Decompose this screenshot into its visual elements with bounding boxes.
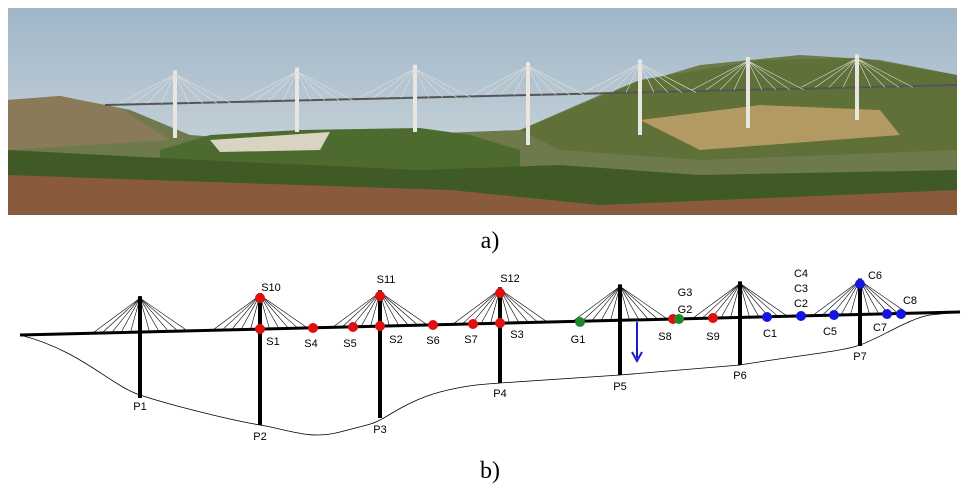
cable [721, 283, 740, 317]
deck [20, 312, 960, 335]
sensor-label: G2 [678, 304, 693, 316]
caption-b: b) [480, 458, 500, 484]
cable [213, 295, 261, 330]
sensor-dot [882, 309, 892, 319]
sensor-label: S12 [500, 273, 520, 285]
cable [112, 298, 141, 333]
sensor-label: S8 [658, 331, 671, 343]
cable [601, 286, 620, 320]
sensor-dot [855, 279, 865, 289]
cable [453, 289, 501, 324]
sensor-dot [495, 288, 505, 298]
cable [500, 289, 538, 322]
cable [822, 280, 860, 315]
cable [333, 292, 381, 327]
cable [462, 289, 500, 324]
cable [740, 283, 759, 317]
figure: a) b) P1 P2 P3 P4 P5 P6 P7 S1 S2 S3 S4 S5 S6 S7 S8 S9 S1… [0, 0, 965, 488]
cable [620, 286, 639, 320]
sensor-label: S7 [464, 334, 477, 346]
cable [712, 283, 741, 318]
pylon-label: P5 [613, 381, 626, 393]
sensor-dot [708, 313, 718, 323]
sensor-dot [495, 318, 505, 328]
sensor-label: C7 [873, 322, 887, 334]
photo-pylon [638, 59, 642, 135]
sensor-label: S1 [266, 336, 279, 348]
sensor-label: C8 [903, 295, 917, 307]
sensor-label: G1 [571, 334, 586, 346]
cable [573, 286, 621, 321]
cable [140, 298, 178, 331]
photo-pylon [295, 67, 299, 132]
cable [860, 280, 898, 313]
sensor-label: C3 [794, 283, 808, 295]
sensor-dot [575, 317, 585, 327]
pylon-label: P1 [133, 401, 146, 413]
cable [740, 283, 778, 316]
photo-pylon [526, 62, 530, 145]
pylon-label: P6 [733, 370, 746, 382]
sensor-label: S11 [377, 274, 396, 286]
cable [702, 283, 740, 318]
cable [222, 295, 260, 330]
sensor-dot [375, 321, 385, 331]
pylon-label: P3 [373, 424, 386, 436]
photo-pylon [746, 57, 750, 128]
sensor-label: S5 [343, 338, 356, 350]
cable [620, 286, 658, 319]
sensor-label: C2 [794, 298, 808, 310]
diagram: P1 P2 P3 P4 P5 P6 P7 S1 S2 S3 S4 S5 S6 S7 S8 S9 S10 S11 S1… [93, 268, 918, 443]
sensor-label: G3 [678, 287, 693, 299]
sensor-dot [255, 293, 265, 303]
pylon-label: P4 [493, 388, 506, 400]
cable [693, 283, 741, 318]
sensor-label: C5 [823, 326, 837, 338]
caption-a: a) [481, 228, 500, 254]
cable [813, 280, 861, 315]
sensor-label: S3 [510, 329, 523, 341]
cable [342, 292, 380, 327]
cable [592, 286, 621, 321]
pylon-label: P2 [253, 431, 266, 443]
photo-pylon [173, 70, 177, 138]
sensor-dot [762, 312, 772, 322]
sensor-dot [896, 309, 906, 319]
photo [8, 8, 957, 215]
cable [380, 292, 418, 325]
sensor-label: S4 [304, 338, 317, 350]
photo-pylon [855, 54, 859, 120]
cable [582, 286, 620, 321]
cable [140, 298, 159, 332]
pylon-label: P7 [853, 351, 866, 363]
cable [93, 298, 141, 333]
sensor-label: S6 [426, 335, 439, 347]
photo-pylon [413, 65, 417, 132]
cable [260, 295, 298, 328]
cable [121, 298, 140, 332]
sensor-dot [375, 291, 385, 301]
sensor-label: C1 [763, 328, 777, 340]
sensor-dot [468, 319, 478, 329]
cable [102, 298, 140, 333]
sensor-label: C6 [868, 270, 882, 282]
sensor-dot [348, 322, 358, 332]
sensor-dot [829, 310, 839, 320]
sensor-label: S2 [389, 334, 402, 346]
sensor-dot [255, 324, 265, 334]
sensor-label: S9 [706, 331, 719, 343]
sensor-dot [428, 320, 438, 330]
sensor-dot [796, 311, 806, 321]
sensor-label: C4 [794, 268, 808, 280]
sensor-label: S10 [261, 282, 281, 294]
sensor-dot [308, 323, 318, 333]
